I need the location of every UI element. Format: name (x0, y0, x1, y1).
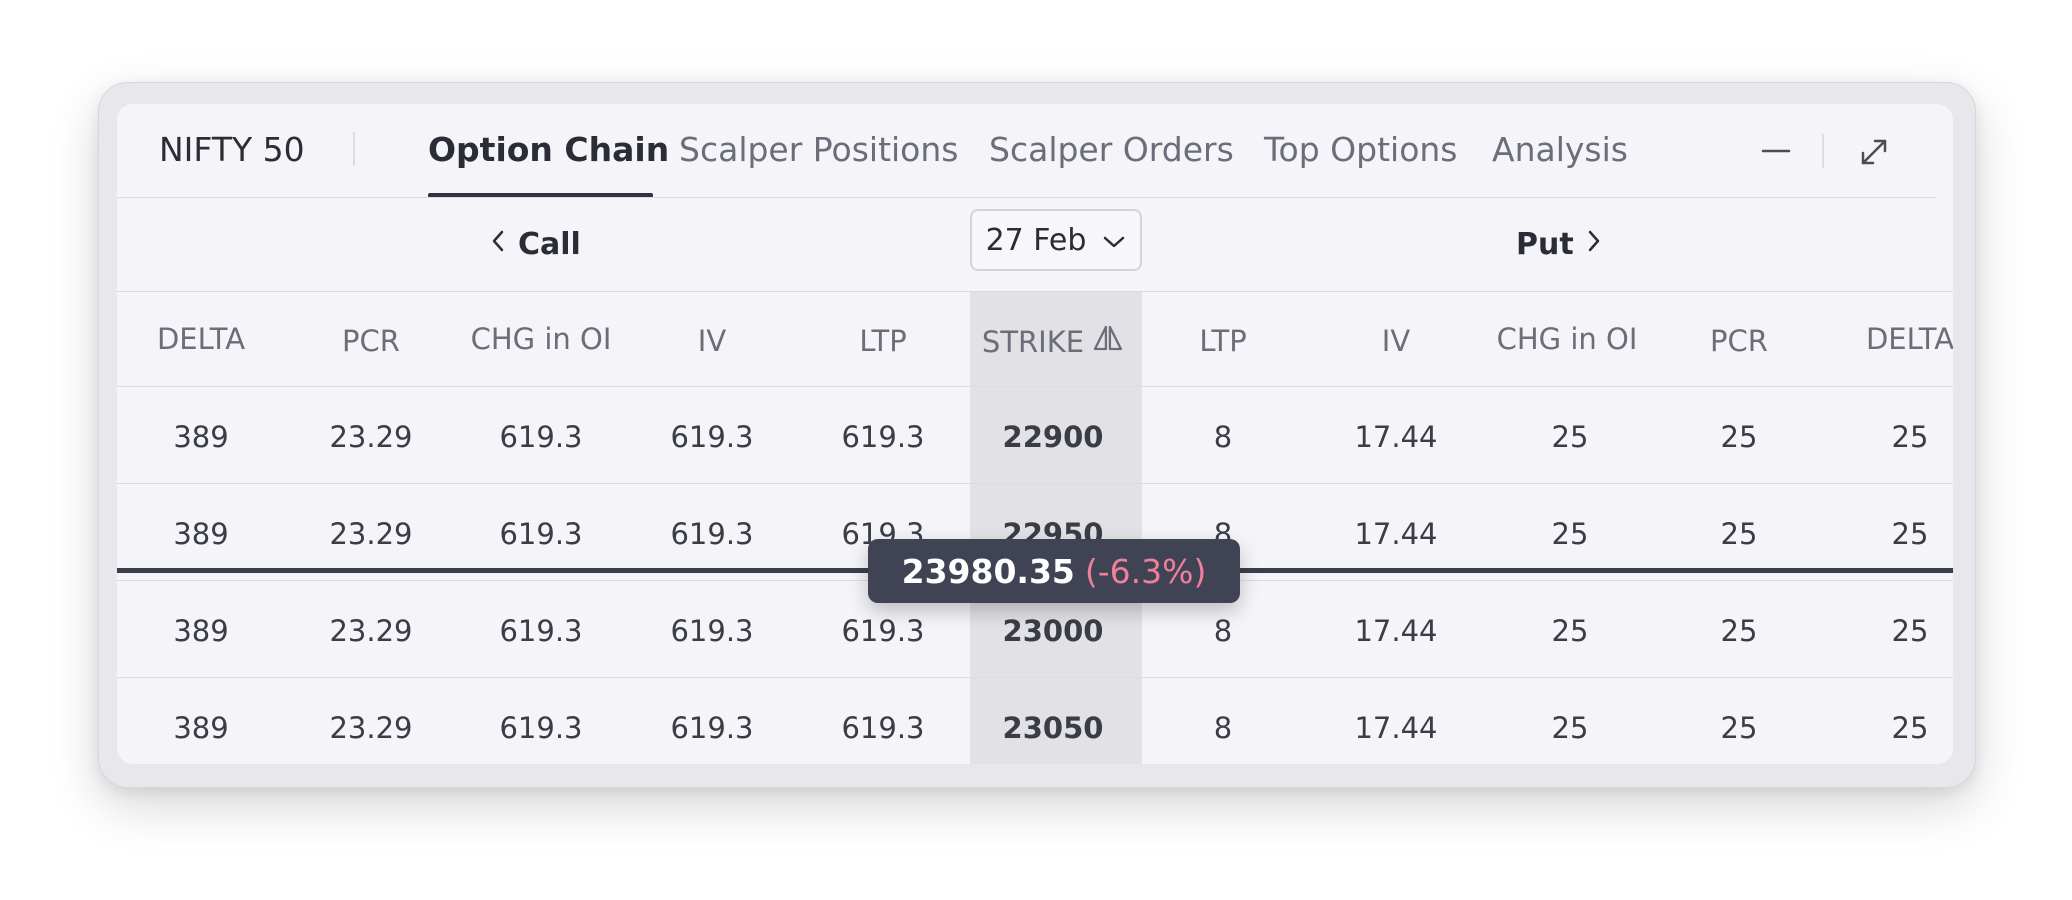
cell-put-iv: 17.44 (1354, 420, 1438, 454)
cell-call-ltp[interactable]: 619.3 (841, 614, 925, 648)
cell-call-chg-oi: 619.3 (499, 420, 583, 454)
cell-put-chg-oi: 25 (1551, 711, 1589, 745)
col-header-call-delta[interactable]: DELTA (156, 322, 246, 356)
cell-call-delta: 389 (173, 517, 229, 551)
col-header-call-iv[interactable]: IV (697, 324, 727, 358)
cell-put-chg-oi: 25 (1551, 614, 1589, 648)
minus-icon[interactable] (1760, 136, 1792, 170)
call-nav-button[interactable]: Call (490, 227, 581, 262)
cell-put-delta: 25 (1891, 517, 1929, 551)
cell-put-pcr: 25 (1720, 517, 1758, 551)
col-header-call-ltp[interactable]: LTP (859, 324, 907, 358)
tab-top-options[interactable]: Top Options (1264, 130, 1458, 169)
col-header-put-chg-oi[interactable]: CHG in OI (1496, 322, 1638, 356)
put-nav-button[interactable]: Put (1516, 227, 1602, 262)
row-divider (117, 677, 1953, 678)
expand-arrows-icon[interactable] (1858, 136, 1890, 172)
cell-put-chg-oi: 25 (1551, 420, 1589, 454)
tab-option-chain[interactable]: Option Chain (428, 130, 670, 169)
col-header-put-delta[interactable]: DELTA (1865, 322, 1953, 356)
cell-put-chg-oi: 25 (1551, 517, 1589, 551)
cell-call-pcr: 23.29 (329, 614, 413, 648)
cell-call-chg-oi: 619.3 (499, 517, 583, 551)
row-divider (117, 483, 1953, 484)
cell-strike: 23000 (1002, 614, 1104, 648)
spot-change: (-6.3%) (1084, 551, 1207, 591)
cell-put-ltp[interactable]: 8 (1213, 614, 1233, 648)
col-header-strike[interactable]: STRIKE (982, 324, 1124, 359)
cell-put-pcr: 25 (1720, 420, 1758, 454)
cell-strike: 23050 (1002, 711, 1104, 745)
cell-put-delta: 25 (1891, 420, 1929, 454)
cell-call-iv: 619.3 (670, 711, 754, 745)
cell-put-pcr: 25 (1720, 614, 1758, 648)
cell-call-pcr: 23.29 (329, 711, 413, 745)
col-header-put-pcr[interactable]: PCR (1710, 324, 1768, 358)
tab-analysis[interactable]: Analysis (1492, 130, 1628, 169)
strike-label: STRIKE (981, 324, 1085, 359)
header-divider-line (117, 197, 1937, 198)
cell-call-delta: 389 (173, 614, 229, 648)
spot-price: 23980.35 (901, 551, 1075, 591)
call-label: Call (518, 227, 581, 262)
cell-call-delta: 389 (173, 711, 229, 745)
instrument-name: NIFTY 50 (159, 130, 305, 169)
chevron-down-icon (1102, 223, 1126, 258)
cell-call-pcr: 23.29 (329, 517, 413, 551)
header-divider (353, 132, 355, 166)
col-header-call-pcr[interactable]: PCR (342, 324, 400, 358)
cell-put-delta: 25 (1891, 711, 1929, 745)
flip-icon[interactable] (1092, 324, 1124, 359)
cell-call-chg-oi: 619.3 (499, 711, 583, 745)
strike-column-highlight (970, 292, 1142, 764)
chevron-left-icon (490, 227, 506, 262)
cell-call-chg-oi: 619.3 (499, 614, 583, 648)
option-chain-panel: NIFTY 50 Option Chain Scalper Positions … (117, 104, 1953, 764)
cell-put-pcr: 25 (1720, 711, 1758, 745)
col-header-put-ltp[interactable]: LTP (1199, 324, 1247, 358)
icon-divider (1822, 134, 1824, 168)
col-header-put-iv[interactable]: IV (1381, 324, 1411, 358)
tab-scalper-orders[interactable]: Scalper Orders (989, 130, 1234, 169)
chevron-right-icon (1586, 227, 1602, 262)
cell-put-ltp[interactable]: 8 (1213, 711, 1233, 745)
cell-put-iv: 17.44 (1354, 614, 1438, 648)
cell-call-iv: 619.3 (670, 517, 754, 551)
cell-strike: 22900 (1002, 420, 1104, 454)
spot-price-badge: 23980.35 (-6.3%) (868, 539, 1240, 603)
tab-scalper-positions[interactable]: Scalper Positions (679, 130, 959, 169)
cell-put-ltp[interactable]: 8 (1213, 420, 1233, 454)
cell-put-delta: 25 (1891, 614, 1929, 648)
expiry-select[interactable]: 27 Feb (970, 209, 1142, 271)
cell-put-iv: 17.44 (1354, 711, 1438, 745)
cell-call-delta: 389 (173, 420, 229, 454)
column-header-divider (117, 386, 1953, 387)
put-label: Put (1516, 227, 1574, 262)
subheader-divider-line (117, 291, 1953, 292)
expiry-value: 27 Feb (985, 222, 1087, 258)
col-header-call-chg-oi[interactable]: CHG in OI (470, 322, 612, 356)
cell-call-ltp[interactable]: 619.3 (841, 420, 925, 454)
cell-call-iv: 619.3 (670, 420, 754, 454)
cell-put-iv: 17.44 (1354, 517, 1438, 551)
active-tab-indicator (428, 193, 653, 198)
cell-call-pcr: 23.29 (329, 420, 413, 454)
cell-call-ltp[interactable]: 619.3 (841, 711, 925, 745)
cell-call-iv: 619.3 (670, 614, 754, 648)
panel-header: NIFTY 50 Option Chain Scalper Positions … (117, 104, 1953, 198)
